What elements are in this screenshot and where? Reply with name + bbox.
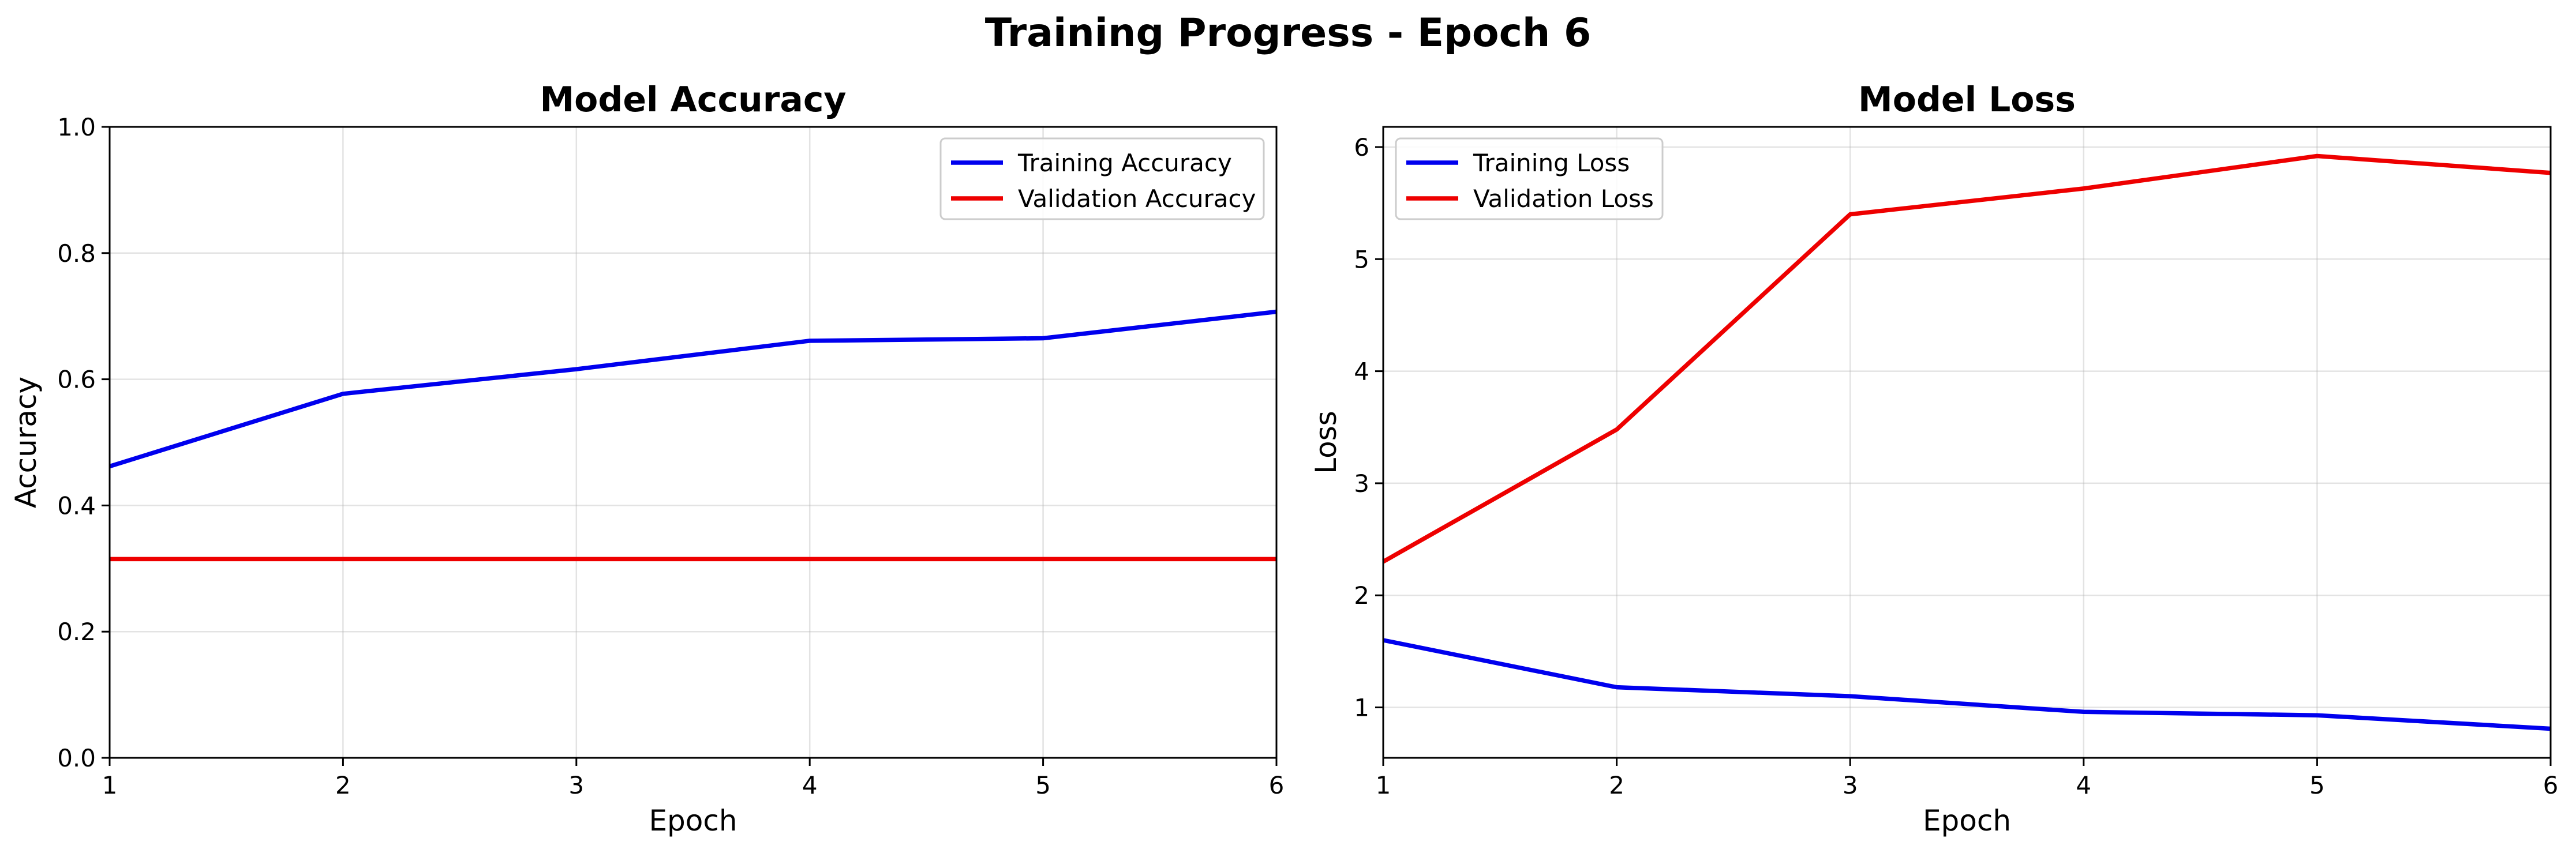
loss-xtick-label: 5 (2309, 771, 2325, 799)
accuracy-ytick-label: 0.2 (57, 618, 96, 646)
accuracy-legend: Training Accuracy Validation Accuracy (939, 137, 1265, 220)
loss-x-axis-label: Epoch (1923, 804, 2011, 837)
loss-ytick-label: 6 (1354, 133, 1369, 161)
loss-ytick-label: 1 (1354, 694, 1369, 722)
loss-ytick-label: 5 (1354, 245, 1369, 273)
accuracy-xtick-label: 4 (802, 771, 818, 799)
accuracy-xtick-label: 5 (1035, 771, 1051, 799)
accuracy-xtick-label: 1 (102, 771, 118, 799)
accuracy-ytick-label: 0.0 (57, 744, 96, 772)
accuracy-ytick-label: 1.0 (57, 113, 96, 141)
loss-ytick-label: 2 (1354, 581, 1369, 610)
accuracy-legend-label: Training Accuracy (1017, 149, 1232, 177)
loss-chart-title: Model Loss (1858, 80, 2076, 120)
loss-legend: Training Loss Validation Loss (1395, 137, 1664, 220)
loss-chart: 1 2 3 4 5 6 1 2 3 4 5 6 Model Loss Epoch Loss Training … (1309, 80, 2558, 837)
accuracy-chart-title: Model Accuracy (540, 80, 846, 120)
loss-y-axis-label: Loss (1309, 411, 1343, 474)
loss-legend-label: Validation Loss (1473, 185, 1654, 213)
loss-xtick-label: 6 (2543, 771, 2559, 799)
accuracy-legend-label: Validation Accuracy (1018, 185, 1256, 213)
loss-series-validation-line (1382, 153, 2551, 564)
accuracy-xtick-label: 3 (568, 771, 584, 799)
loss-ytick-label: 4 (1354, 358, 1369, 386)
accuracy-series-training-line (108, 309, 1277, 469)
accuracy-ytick-label: 0.4 (57, 491, 96, 520)
accuracy-y-axis-label: Accuracy (9, 377, 43, 508)
figure-title: Training Progress - Epoch 6 (985, 10, 1592, 56)
loss-xtick-label: 4 (2076, 771, 2091, 799)
loss-series-training-line (1383, 638, 2551, 731)
loss-ytick-label: 3 (1354, 469, 1369, 498)
accuracy-xtick-label: 2 (335, 771, 351, 799)
loss-xtick-label: 1 (1376, 771, 1391, 799)
loss-legend-label: Training Loss (1473, 149, 1630, 177)
loss-xtick-label: 3 (1843, 771, 1858, 799)
loss-legend-frame (1395, 137, 1664, 220)
accuracy-axes-frame (108, 126, 1278, 759)
accuracy-ytick-label: 0.8 (57, 239, 96, 268)
accuracy-legend-frame (939, 137, 1265, 220)
loss-axes-frame (1382, 126, 2552, 759)
accuracy-ytick-label: 0.6 (57, 366, 96, 394)
accuracy-chart: 1 2 3 4 5 6 0.0 0.2 0.4 0.6 0.8 1.0 Model Accuracy Ep… (9, 80, 1284, 837)
loss-xtick-label: 2 (1609, 771, 1624, 799)
accuracy-xtick-label: 6 (1269, 771, 1285, 799)
accuracy-x-axis-label: Epoch (649, 804, 737, 837)
